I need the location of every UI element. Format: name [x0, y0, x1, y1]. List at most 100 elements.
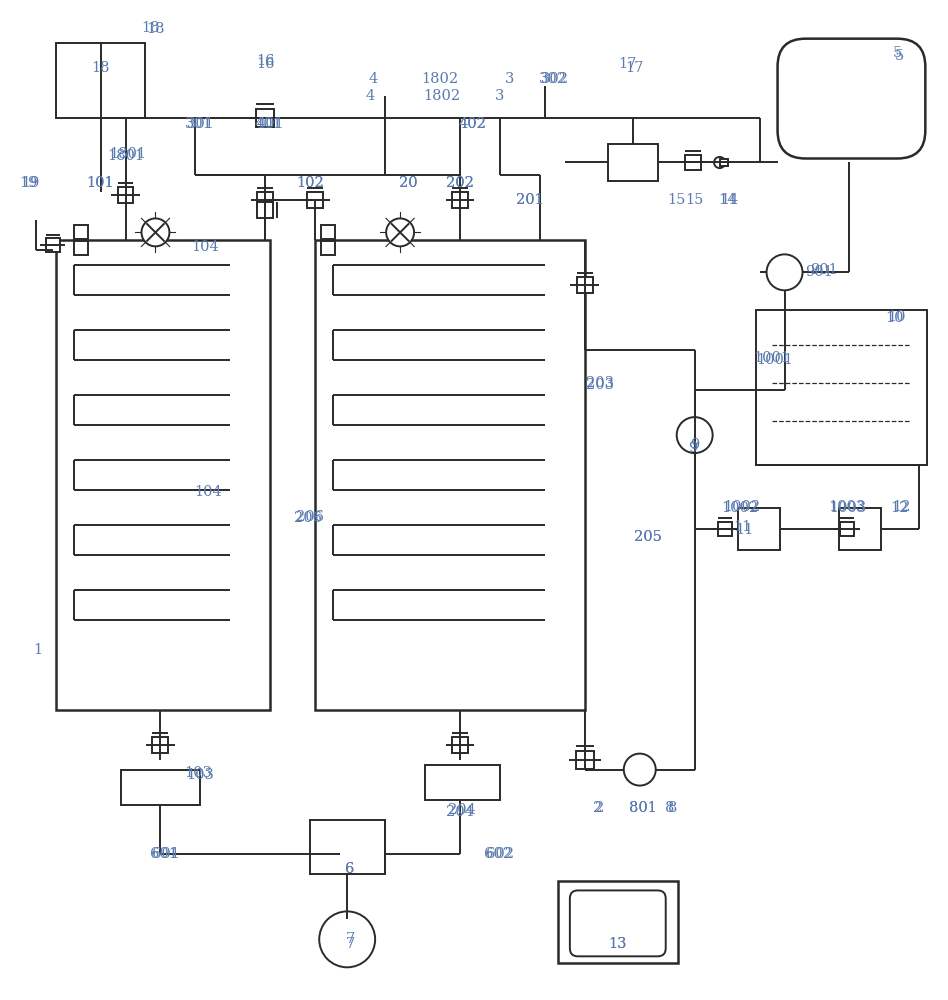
Text: 801: 801 — [629, 801, 657, 815]
Text: 8: 8 — [668, 801, 678, 815]
Text: 205: 205 — [634, 530, 662, 544]
Bar — [56, 240, 270, 710]
Bar — [321, 225, 336, 239]
Text: 11: 11 — [734, 520, 752, 534]
Bar — [738, 508, 779, 550]
Text: 6: 6 — [345, 862, 355, 876]
Text: 16: 16 — [256, 57, 275, 71]
FancyBboxPatch shape — [777, 39, 925, 159]
Text: 10: 10 — [885, 311, 903, 325]
Text: 16: 16 — [256, 54, 275, 68]
Text: 1001: 1001 — [757, 353, 793, 367]
Text: 13: 13 — [609, 937, 627, 951]
Circle shape — [624, 754, 656, 786]
Text: 204: 204 — [448, 803, 476, 817]
Bar — [310, 820, 385, 874]
Text: 2: 2 — [593, 801, 602, 815]
Bar — [425, 765, 500, 800]
Text: 19: 19 — [20, 176, 38, 190]
Text: 6: 6 — [345, 862, 355, 876]
Bar — [120, 770, 200, 805]
Text: 1801: 1801 — [107, 149, 144, 163]
Text: 1003: 1003 — [829, 501, 866, 515]
Text: 901: 901 — [806, 265, 833, 279]
Bar — [718, 522, 732, 536]
Text: 3: 3 — [495, 89, 504, 103]
Bar — [840, 508, 882, 550]
Text: 1002: 1002 — [723, 500, 760, 514]
Text: 204: 204 — [447, 805, 474, 819]
Bar — [256, 109, 274, 127]
Text: 15: 15 — [685, 193, 703, 207]
Text: 10: 10 — [887, 310, 905, 324]
Text: 104: 104 — [194, 485, 222, 499]
Text: 7: 7 — [346, 932, 355, 946]
Circle shape — [767, 254, 803, 290]
Text: 302: 302 — [538, 72, 567, 86]
Bar — [56, 43, 145, 118]
Text: 1003: 1003 — [828, 500, 866, 514]
Text: 402: 402 — [458, 117, 486, 131]
Text: 3: 3 — [505, 72, 515, 86]
Text: 7: 7 — [346, 937, 355, 951]
Text: 801: 801 — [629, 801, 657, 815]
Text: 602: 602 — [484, 847, 512, 861]
Circle shape — [386, 218, 414, 246]
Text: 401: 401 — [256, 117, 284, 131]
Text: 1802: 1802 — [424, 89, 461, 103]
Text: 5: 5 — [895, 49, 904, 63]
Text: 206: 206 — [296, 510, 324, 524]
Bar — [118, 187, 134, 203]
Text: 18: 18 — [91, 61, 110, 75]
Text: 1802: 1802 — [422, 72, 459, 86]
Bar — [153, 737, 169, 753]
Text: 602: 602 — [486, 847, 514, 861]
Text: 901: 901 — [811, 263, 838, 277]
Text: 101: 101 — [86, 176, 115, 190]
Text: 1: 1 — [33, 643, 43, 657]
Text: 402: 402 — [458, 117, 486, 131]
Text: 17: 17 — [619, 57, 637, 71]
Text: 20: 20 — [399, 176, 417, 190]
Text: 102: 102 — [297, 176, 324, 190]
Text: 17: 17 — [626, 61, 644, 75]
Bar — [74, 241, 87, 255]
Text: 203: 203 — [586, 378, 613, 392]
Text: 14: 14 — [719, 193, 737, 207]
Text: 19: 19 — [22, 176, 40, 190]
Text: 18: 18 — [146, 22, 165, 36]
Bar — [576, 277, 592, 293]
Text: 301: 301 — [187, 117, 214, 131]
Text: 18: 18 — [141, 21, 159, 35]
Bar — [575, 751, 593, 769]
Text: 12: 12 — [892, 500, 911, 514]
Text: 203: 203 — [586, 376, 613, 390]
Circle shape — [677, 417, 713, 453]
Bar — [46, 238, 60, 252]
Text: 14: 14 — [720, 193, 738, 207]
Text: 103: 103 — [185, 766, 212, 780]
Text: 12: 12 — [890, 501, 908, 515]
Bar — [257, 192, 273, 208]
Text: 206: 206 — [294, 511, 322, 525]
Text: 401: 401 — [254, 117, 283, 131]
Text: 601: 601 — [152, 847, 179, 861]
Bar — [307, 192, 323, 208]
Text: 20: 20 — [399, 176, 417, 190]
Bar — [608, 144, 658, 181]
Bar — [756, 310, 927, 465]
Text: 202: 202 — [447, 176, 474, 190]
Text: 1001: 1001 — [753, 351, 790, 365]
Text: 103: 103 — [187, 768, 214, 782]
Text: 9: 9 — [688, 441, 698, 455]
Bar — [720, 159, 728, 166]
Text: 101: 101 — [86, 176, 115, 190]
Text: 8: 8 — [665, 801, 674, 815]
Text: 302: 302 — [541, 72, 569, 86]
Text: 13: 13 — [609, 937, 627, 951]
Text: 205: 205 — [634, 530, 662, 544]
Text: 102: 102 — [297, 176, 324, 190]
Text: 104: 104 — [191, 240, 219, 254]
Bar — [316, 240, 585, 710]
FancyBboxPatch shape — [570, 890, 665, 956]
